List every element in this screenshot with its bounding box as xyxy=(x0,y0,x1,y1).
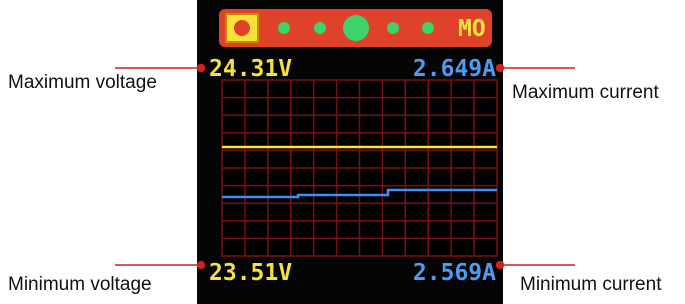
callout-dot xyxy=(198,65,205,72)
callout-label: Minimum voltage xyxy=(8,274,152,295)
indicator-large xyxy=(343,15,369,41)
callout-label: Maximum voltage xyxy=(8,72,157,93)
indicator xyxy=(314,22,326,34)
callout-label: Maximum current xyxy=(512,82,659,103)
callout-label: Minimum current xyxy=(520,274,662,295)
max-voltage: 24.31V xyxy=(209,56,292,82)
max-current: 2.649A xyxy=(413,56,496,82)
indicator xyxy=(278,22,290,34)
sun-icon-core xyxy=(234,20,250,36)
min-current: 2.569A xyxy=(413,260,496,286)
callout-dot xyxy=(198,262,205,269)
callout-dot xyxy=(497,262,504,269)
min-voltage: 23.51V xyxy=(209,260,292,286)
callout-dot xyxy=(497,65,504,72)
plot-grid xyxy=(222,80,497,256)
indicator xyxy=(422,22,434,34)
mode-label: MO xyxy=(458,16,486,42)
indicator xyxy=(387,22,399,34)
annotated-screen: MO 24.31V 2.649A 23.51V 2.569A Maximum v… xyxy=(0,0,685,304)
